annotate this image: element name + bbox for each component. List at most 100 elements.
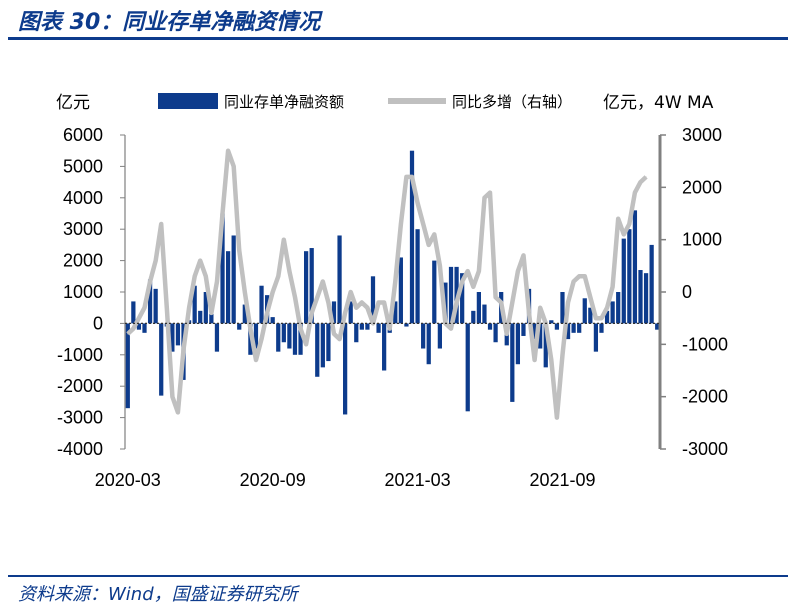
bar [320,323,325,368]
bar [538,323,543,349]
bar [616,292,621,324]
bar [326,323,331,362]
bar [638,270,643,324]
bar [125,323,130,409]
right-tick-label: -2000 [682,387,728,407]
bar [460,273,465,324]
footer-rule [8,575,788,577]
bar [343,323,348,415]
left-tick-label: -3000 [57,408,103,428]
bar [487,323,493,330]
bar [593,323,599,352]
line-point [556,417,558,419]
line-point [355,307,357,309]
line-point [472,286,474,288]
bar [643,273,649,324]
bar [610,301,615,324]
bar [142,323,147,333]
bar [354,323,359,343]
line-point [283,239,285,241]
line-point [205,275,207,277]
bar [315,323,320,377]
line-point [428,244,430,246]
line-point [634,192,636,194]
line-point [294,296,296,298]
line-point [155,260,157,262]
bar [131,301,136,324]
line-point [628,223,630,225]
bar [259,285,264,324]
right-tick-label: 3000 [682,125,722,145]
bar [192,285,197,324]
line-point [495,296,497,298]
line-point [149,281,151,283]
line-point [227,150,229,152]
line-point [389,328,391,330]
bar [220,213,225,324]
line-point [266,312,268,314]
left-tick-label: 2000 [63,251,103,271]
line-point [439,265,441,267]
left-tick-label: 3000 [63,219,103,239]
line-point [606,307,608,309]
bar [147,279,153,324]
bar [571,323,576,333]
left-tick-label: 6000 [63,125,103,145]
line-point [623,233,625,235]
line-point [288,270,290,272]
bar [209,313,214,324]
bar [287,323,292,349]
left-tick-label: 1000 [63,282,103,302]
bar [521,323,526,336]
bar [599,323,604,333]
line-point [639,181,641,183]
line-point [166,307,168,309]
left-tick-label: 4000 [63,188,103,208]
right-tick-label: 0 [682,282,692,302]
bar [382,323,387,371]
bar [276,323,281,352]
bar [393,301,398,324]
line-point [528,312,530,314]
bar [632,210,638,324]
line-point [645,176,647,178]
line-point [400,223,402,225]
right-tick-label: -3000 [682,439,728,459]
bar [421,323,426,349]
bar [482,304,487,324]
title-underline [8,37,788,40]
line-point [311,312,313,314]
line-point [600,317,602,319]
line-point [489,192,491,194]
line-point [517,270,519,272]
line-point [450,328,452,330]
line-point [467,270,469,272]
bar [370,276,376,324]
bar [627,229,632,324]
bar [565,323,571,340]
bar [532,323,537,340]
bar [153,288,158,324]
line-point [478,270,480,272]
bar [577,323,582,333]
line-point [238,249,240,251]
left-tick-label: -2000 [57,376,103,396]
bar [476,292,481,324]
bar [465,323,470,412]
bar [376,323,381,333]
line-point [511,301,513,303]
bar [136,323,142,330]
bar [175,323,181,346]
line-point [578,275,580,277]
bar [510,323,515,402]
bar [298,323,303,355]
bar [582,298,587,324]
line-point [394,281,396,283]
line-point [550,359,552,361]
bar [337,235,342,324]
bar [270,317,275,324]
line-point [171,396,173,398]
line-point [483,197,485,199]
source-note: 资料来源：Wind，国盛证券研究所 [18,584,298,605]
line-point [461,281,463,283]
